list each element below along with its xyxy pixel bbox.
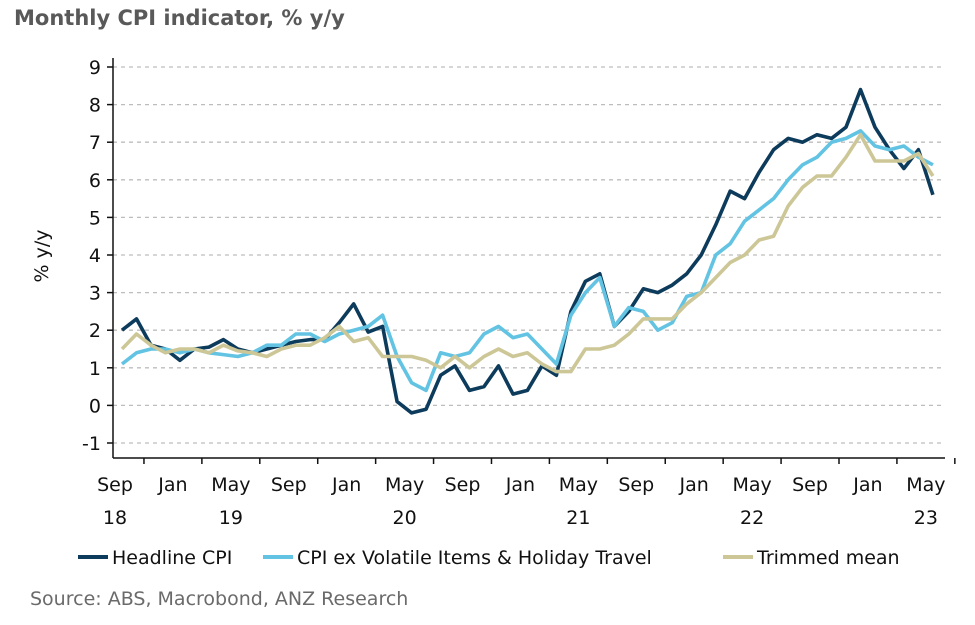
x-tick-month: May <box>732 474 771 496</box>
y-tick-label: -1 <box>82 433 101 455</box>
x-tick-year: 21 <box>566 507 590 529</box>
x-tick-month: May <box>906 474 945 496</box>
legend: Headline CPI CPI ex Volatile Items & Holi… <box>78 547 900 569</box>
x-tick-month: Sep <box>792 474 828 496</box>
x-tick-year: 18 <box>103 507 127 529</box>
x-tick-month: Sep <box>271 474 307 496</box>
y-tick-label: 4 <box>89 245 101 267</box>
chart-title: Monthly CPI indicator, % y/y <box>14 6 345 30</box>
x-tick-year: 19 <box>219 507 243 529</box>
x-tick-month: Sep <box>618 474 654 496</box>
legend-label: Headline CPI <box>112 547 232 569</box>
x-tick-month: Jan <box>852 474 882 496</box>
axes <box>107 58 956 464</box>
x-tick-month: May <box>559 474 598 496</box>
y-tick-label: 1 <box>89 358 101 380</box>
x-tick-month: Jan <box>157 474 187 496</box>
x-tick-month: May <box>211 474 250 496</box>
x-tick-year: 20 <box>393 507 417 529</box>
x-tick-month: Sep <box>445 474 481 496</box>
y-tick-label: 3 <box>89 283 101 305</box>
x-tick-month: May <box>385 474 424 496</box>
x-tick-month: Sep <box>97 474 133 496</box>
legend-label: Trimmed mean <box>756 547 900 569</box>
y-tick-label: 7 <box>89 132 101 154</box>
series-line-1 <box>120 129 934 393</box>
series-line-2 <box>120 132 935 374</box>
source-note: Source: ABS, Macrobond, ANZ Research <box>30 588 409 610</box>
series-line-0 <box>120 87 935 415</box>
x-tick-year: 23 <box>914 507 938 529</box>
y-tick-label: 5 <box>89 207 101 229</box>
y-tick-label: 0 <box>89 395 101 417</box>
x-tick-month: Jan <box>331 474 361 496</box>
y-tick-label: 2 <box>89 320 101 342</box>
legend-label: CPI ex Volatile Items & Holiday Travel <box>297 547 652 569</box>
y-axis-label: % y/y <box>31 230 53 283</box>
x-tick-month: Jan <box>679 474 709 496</box>
y-tick-label: 6 <box>89 170 101 192</box>
x-tick-month: Jan <box>505 474 535 496</box>
series-lines <box>120 87 935 415</box>
gridlines <box>113 66 945 444</box>
x-tick-year: 22 <box>740 507 764 529</box>
y-tick-label: 9 <box>89 57 101 79</box>
y-tick-label: 8 <box>89 95 101 117</box>
